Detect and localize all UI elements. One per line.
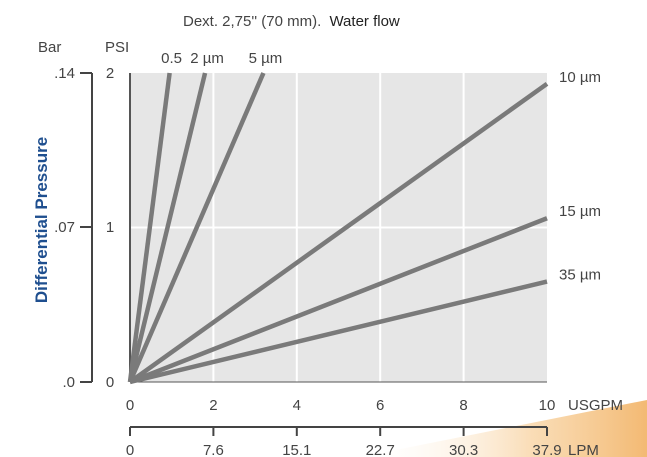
series-line (129, 279, 548, 385)
usgpm-tick-labels: 0 2 4 6 8 10 (126, 397, 556, 414)
bar-axis: .14 .07 .0 (54, 65, 93, 391)
usgpm-tick-label: 4 (293, 397, 301, 414)
chart-title-suffix: Water flow (329, 13, 399, 30)
lpm-tick-label: 37.9 (532, 442, 561, 457)
lpm-tick-labels: 0 7.6 15.1 22.7 30.3 37.9 (126, 442, 562, 457)
series-line (129, 216, 548, 385)
background-swoosh (360, 400, 647, 457)
psi-tick-label: 1 (106, 219, 114, 236)
series-line (128, 81, 549, 384)
series-label: 15 µm (559, 203, 601, 220)
usgpm-tick-label: 2 (209, 397, 217, 414)
bar-tick-label: .0 (62, 374, 75, 391)
lpm-tick-label: 0 (126, 442, 134, 457)
lpm-axis (129, 426, 548, 436)
usgpm-tick-label: 8 (459, 397, 467, 414)
lpm-unit-label: LPM (568, 442, 599, 457)
psi-tick-label: 2 (106, 65, 114, 82)
bar-tick-label: .14 (54, 65, 75, 82)
series-label: 0.5 (161, 50, 182, 67)
psi-tick-label: 0 (106, 374, 114, 391)
chart-title-prefix: Dext. 2,75'' (70 mm). (183, 13, 321, 30)
svg-text:Dext. 2,75'' (70 mm). Wate: Dext. 2,75'' (70 mm). Water flow (183, 13, 400, 30)
series-lines (127, 72, 549, 385)
y-axis-title: Differential Pressure (32, 137, 51, 303)
usgpm-unit-label: USGPM (568, 397, 623, 414)
series-label: 35 µm (559, 267, 601, 284)
usgpm-tick-label: 10 (539, 397, 556, 414)
series-label: 2 µm (190, 50, 224, 67)
series-label: 5 µm (249, 50, 283, 67)
series-line (127, 72, 266, 383)
series-label: 10 µm (559, 69, 601, 86)
lpm-tick-label: 15.1 (282, 442, 311, 457)
lpm-tick-label: 22.7 (366, 442, 395, 457)
grid (129, 73, 547, 383)
usgpm-tick-label: 6 (376, 397, 384, 414)
bar-unit-label: Bar (38, 39, 61, 56)
lpm-tick-label: 7.6 (203, 442, 224, 457)
psi-unit-label: PSI (105, 39, 129, 56)
series-line (127, 72, 172, 383)
lpm-tick-label: 30.3 (449, 442, 478, 457)
series-labels: 0.5 2 µm 5 µm 10 µm 15 µm 35 µm (161, 50, 601, 284)
series-line (127, 72, 208, 383)
usgpm-tick-label: 0 (126, 397, 134, 414)
bar-tick-label: .07 (54, 219, 75, 236)
